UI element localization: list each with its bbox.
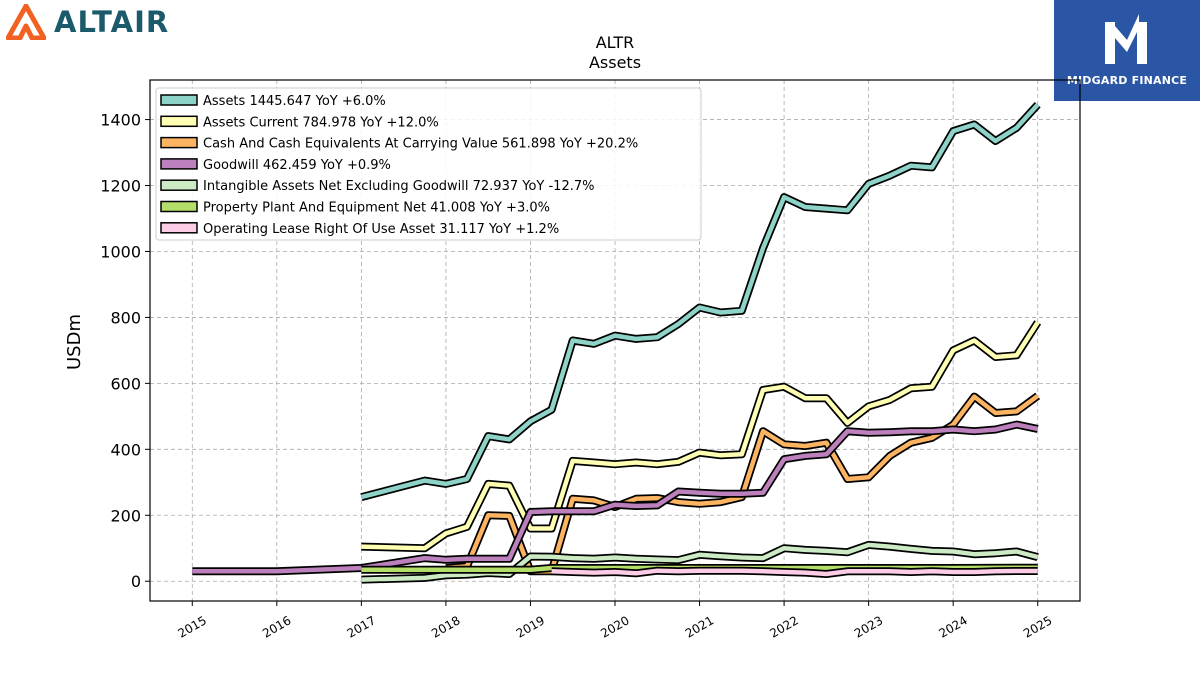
- legend: Assets 1445.647 YoY +6.0% Assets Current …: [155, 87, 702, 241]
- x-tick-label: 2019: [514, 613, 547, 640]
- legend-label-1: Assets Current 784.978 YoY +12.0%: [203, 115, 439, 130]
- legend-label-4: Intangible Assets Net Excluding Goodwill…: [203, 179, 594, 194]
- chart-title: ALTR: [596, 33, 635, 52]
- chart-subtitle: Assets: [589, 53, 641, 72]
- x-tick-label: 2016: [260, 613, 293, 640]
- legend-swatch-3: [160, 158, 198, 170]
- legend-label-2: Cash And Cash Equivalents At Carrying Va…: [203, 137, 638, 152]
- y-tick-label: 800: [110, 308, 141, 327]
- x-tick-label: 2022: [767, 613, 800, 640]
- series-line-0: [360, 103, 1040, 500]
- legend-swatch-6: [160, 222, 198, 234]
- y-tick-label: 600: [110, 374, 141, 393]
- x-tick-label: 2017: [345, 613, 378, 640]
- x-tick-label: 2018: [429, 613, 462, 640]
- legend-swatch-5: [160, 200, 198, 213]
- legend-label-3: Goodwill 462.459 YoY +0.9%: [203, 158, 391, 173]
- y-tick-label: 1000: [100, 242, 141, 261]
- legend-swatch-4: [160, 179, 198, 191]
- legend-label-5: Property Plant And Equipment Net 41.008 …: [203, 201, 550, 216]
- x-tick-label: 2024: [936, 613, 969, 640]
- x-tick-label: 2015: [176, 613, 209, 640]
- x-tick-label: 2025: [1021, 613, 1054, 640]
- legend-box: [155, 87, 702, 241]
- x-tick-label: 2023: [852, 613, 885, 640]
- altair-logo-text: ALTAIR: [54, 5, 170, 39]
- y-axis-label: USDm: [64, 314, 85, 370]
- y-tick-label: 0: [131, 572, 141, 591]
- altair-logo: ALTAIR: [6, 4, 169, 40]
- y-tick-label: 1400: [100, 111, 141, 130]
- midgard-finance-logo-icon: [1105, 14, 1147, 64]
- x-tick-label: 2021: [683, 613, 716, 640]
- x-tick-label: 2020: [598, 613, 631, 640]
- legend-swatch-2: [160, 136, 198, 149]
- y-tick-label: 200: [110, 506, 141, 525]
- altair-triangle-icon: [6, 4, 46, 40]
- series-line-1: [361, 321, 1040, 551]
- series-line-3: [192, 422, 1039, 574]
- midgard-finance-text: MIDGARD FINANCE: [1066, 74, 1188, 87]
- series-line-4: [361, 542, 1039, 582]
- series-lines: [192, 102, 1042, 584]
- y-tick-label: 400: [110, 440, 141, 459]
- legend-label-0: Assets 1445.647 YoY +6.0%: [203, 94, 386, 109]
- legend-swatch-0: [160, 94, 198, 106]
- midgard-finance-badge: MIDGARD FINANCE: [1054, 0, 1200, 101]
- series-line-6: [551, 568, 1038, 577]
- legend-swatch-1: [160, 115, 198, 128]
- legend-label-6: Operating Lease Right Of Use Asset 31.11…: [203, 222, 559, 237]
- y-tick-label: 1200: [100, 177, 141, 196]
